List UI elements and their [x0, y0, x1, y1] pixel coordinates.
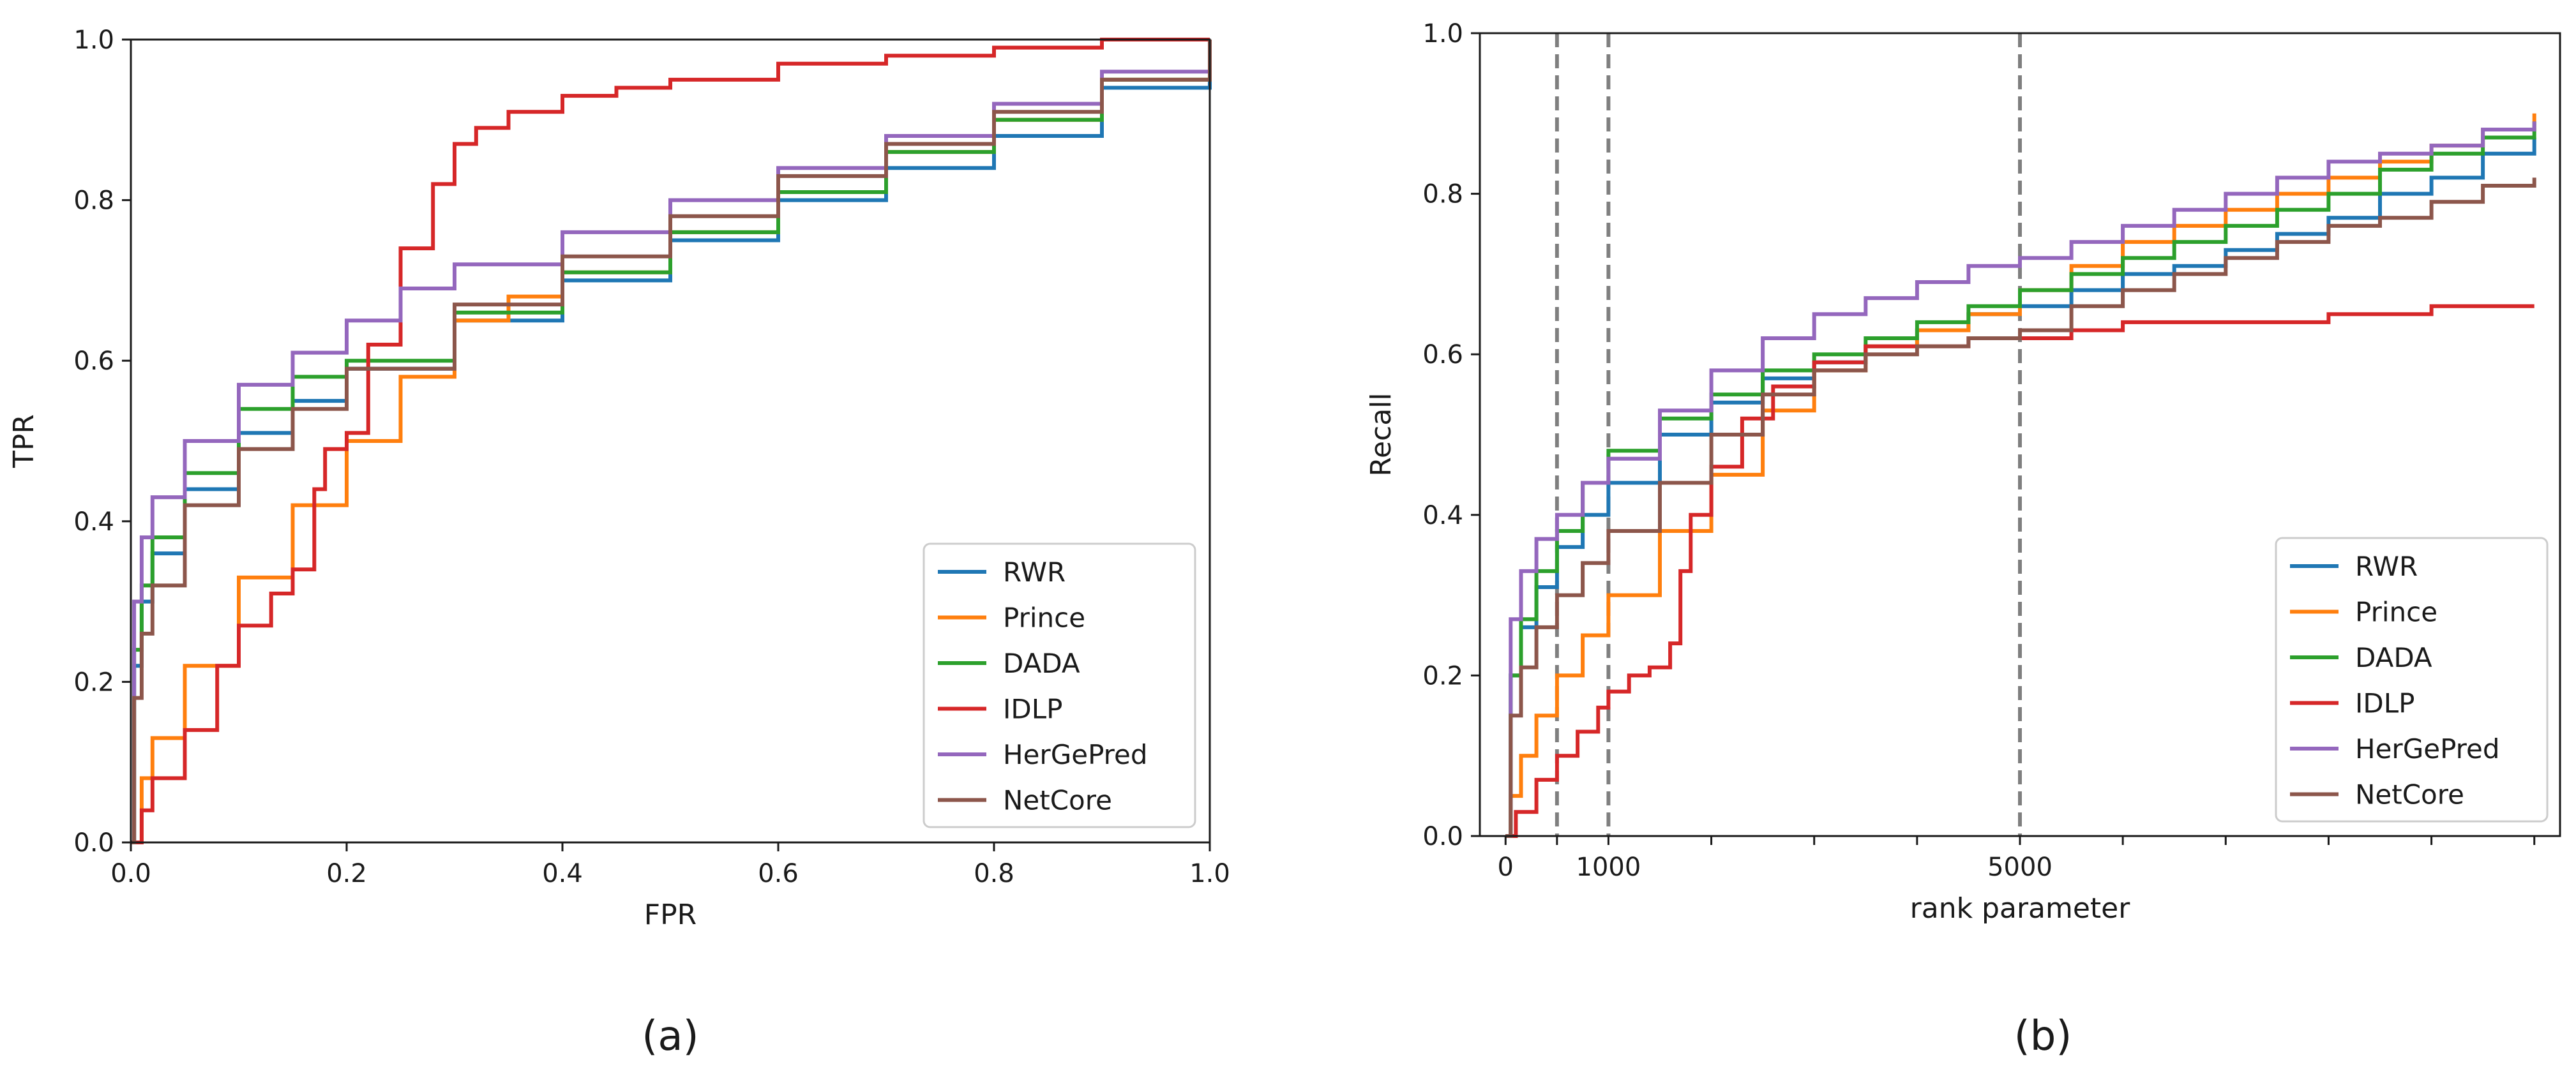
panel-b-chart: 0 1000 5000 0.0 0.2 0.4 0.6 0.8 1.0 rank paramete… [1365, 19, 2561, 925]
panel-b-label: (b) [2014, 1013, 2072, 1060]
panel-b-legend-label-rwr: RWR [2355, 551, 2418, 582]
panel-b-series-hergepred-line [1505, 121, 2536, 838]
panel-b-legend: RWR Prince DADA IDLP HerGePred NetCore [2275, 537, 2549, 823]
panel-a-chart: 0.0 0.2 0.4 0.6 0.8 1.0 0.0 0.2 0.4 0.6 0.8 1.0 FPR T… [8, 26, 1230, 931]
panel-a-xtick-label-3: 0.6 [758, 859, 799, 888]
panel-b-ytick-label-2: 0.4 [1422, 501, 1463, 530]
panel-b-ytick-label-5: 1.0 [1422, 19, 1463, 49]
panel-a-legend-box [923, 542, 1196, 828]
panel-a-xtick-label-4: 0.8 [974, 859, 1014, 888]
panel-a-xtick-label-0: 0.0 [110, 859, 151, 888]
panel-a-ytick-label-0: 0.0 [73, 828, 114, 858]
panel-b-ytick-label-0: 0.0 [1422, 822, 1463, 851]
panel-a-legend: RWR Prince DADA IDLP HerGePred NetCore [923, 542, 1196, 828]
panel-b-series-idlp-line [1505, 304, 2535, 838]
panel-b-xlabel: rank parameter [1910, 892, 2131, 925]
panel-a-legend-label-hergepred: HerGePred [1003, 739, 1148, 770]
panel-b-legend-box [2275, 537, 2549, 823]
panel-a-xtick-label-2: 0.4 [542, 859, 583, 888]
panel-a-ytick-label-2: 0.4 [73, 507, 114, 537]
panel-a-legend-label-netcore: NetCore [1003, 785, 1112, 816]
panel-a-ytick-label-5: 1.0 [73, 26, 114, 55]
panel-b-xtick-label-6: 5000 [1987, 853, 2053, 882]
panel-a-axes-frame [130, 38, 1211, 844]
panel-b-legend-label-dada: DADA [2355, 642, 2432, 673]
panel-a-series-netcore-line [131, 40, 1212, 844]
panel-a-xtick-label-1: 0.2 [326, 859, 367, 888]
panel-b-legend-label-netcore: NetCore [2355, 779, 2464, 811]
panel-a-legend-label-idlp: IDLP [1003, 694, 1062, 725]
panel-a-ytick-label-3: 0.6 [73, 347, 114, 376]
panel-b-legend-label-prince: Prince [2355, 597, 2437, 628]
panel-a-legend-label-prince: Prince [1003, 602, 1085, 634]
panel-a-ytick-label-4: 0.8 [73, 186, 114, 216]
panel-b-xtick-label-2: 1000 [1576, 853, 1641, 882]
panel-a-ytick-label-1: 0.2 [73, 668, 114, 697]
panel-b-xtick-label-0: 0 [1498, 853, 1514, 882]
panel-b-legend-label-idlp: IDLP [2355, 688, 2414, 719]
panel-a-xtick-label-5: 1.0 [1189, 859, 1230, 888]
panel-a-ylabel: TPR [8, 414, 40, 468]
panel-b-ylabel: Recall [1365, 392, 1397, 476]
panel-b-legend-label-hergepred: HerGePred [2355, 733, 2500, 765]
panel-b-ytick-label-4: 0.8 [1422, 180, 1463, 209]
panel-a-xlabel: FPR [644, 899, 697, 931]
panel-a-legend-label-dada: DADA [1003, 648, 1080, 679]
panel-b-ytick-label-1: 0.2 [1422, 661, 1463, 691]
panel-b-ytick-label-3: 0.6 [1422, 340, 1463, 370]
panel-a-series-hergepred-line [131, 40, 1212, 844]
panel-b-series-netcore-line [1505, 177, 2536, 838]
panel-a-label: (a) [642, 1013, 698, 1060]
panel-a-legend-label-rwr: RWR [1003, 557, 1066, 588]
